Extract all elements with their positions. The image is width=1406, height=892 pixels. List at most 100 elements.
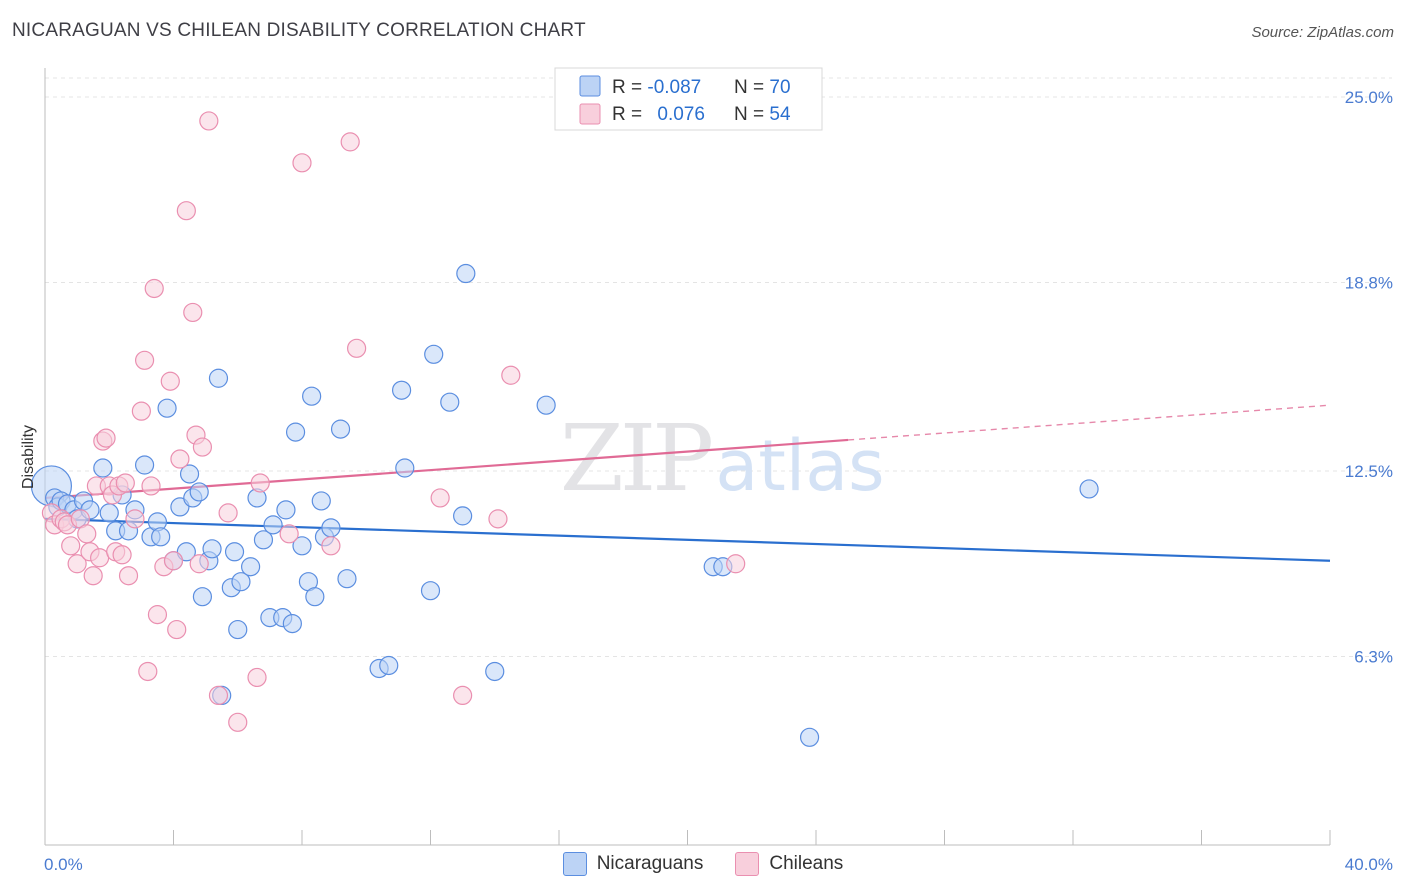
nicaraguan-point [179, 464, 200, 484]
chilean-point [292, 153, 312, 173]
nicaraguan-point [189, 482, 209, 502]
chilean-point [501, 365, 521, 385]
chilean-point [67, 554, 87, 574]
nicaraguan-point [391, 380, 412, 400]
nicaraguan-point [1079, 479, 1099, 499]
nicaraguan-point [485, 661, 505, 682]
source-label: Source: ZipAtlas.com [1251, 24, 1394, 41]
nicaraguan-point [453, 506, 473, 526]
nicaraguan-point [231, 572, 251, 592]
legend-item-nicaraguans: Nicaraguans [562, 852, 704, 876]
bottom-legend: Nicaraguans Chileans [0, 852, 1406, 876]
chilean-point [170, 449, 190, 469]
svg-text:N = 70: N = 70 [734, 77, 791, 98]
y-tick-label: 12.5% [1345, 462, 1393, 481]
nicaraguan-point [420, 581, 441, 601]
chilean-point [96, 428, 116, 448]
nicaraguan-point [276, 500, 296, 520]
legend-r-label-2: R = [612, 104, 647, 125]
chilean-point [192, 437, 213, 457]
nicaraguan-point [99, 503, 119, 523]
nicaraguan-point [202, 539, 222, 559]
nicaraguan-point [263, 515, 283, 535]
nicaraguan-point [93, 458, 113, 478]
nicaraguan-point [395, 458, 415, 478]
nicaraguan-point [799, 727, 820, 747]
chilean-point [144, 278, 164, 299]
chilean-point [228, 712, 248, 732]
legend-swatch-pink [735, 852, 760, 876]
chilean-point [138, 661, 158, 682]
chilean-point [83, 566, 103, 586]
chilean-point [160, 371, 180, 391]
trend-line-dashed-1 [848, 404, 1331, 441]
legend-label-chileans: Chileans [769, 853, 844, 874]
nicaraguan-point [321, 518, 341, 538]
legend-r-label-1: R = [612, 77, 647, 98]
chilean-point [321, 536, 341, 556]
y-axis-label: Disability [20, 425, 37, 489]
legend-n-label-2: N = [734, 104, 769, 125]
trend-line-solid-1 [44, 438, 849, 500]
chilean-point [90, 548, 110, 568]
nicaraguan-point [440, 392, 460, 412]
legend-box: R = -0.087 N = 70 R = 0.076 N = 54 [554, 67, 823, 131]
nicaraguan-point [379, 655, 399, 676]
chilean-point [134, 350, 155, 370]
chilean-point [167, 619, 187, 640]
legend-label-nicaraguans: Nicaraguans [596, 853, 704, 874]
chilean-point [218, 503, 238, 523]
nicaraguan-point [424, 344, 444, 364]
chilean-point [347, 338, 367, 358]
chilean-point [340, 132, 360, 152]
chilean-point [115, 473, 135, 493]
chilean-point [189, 554, 209, 574]
axis-ticks: 6.3% 12.5% 18.8% 25.0% 0.0% 40.0% [44, 88, 1393, 874]
chilean-point [112, 545, 132, 565]
chilean-point [488, 509, 508, 529]
chilean-point [176, 201, 196, 221]
chilean-point [141, 476, 161, 496]
nicaraguan-point [157, 398, 177, 418]
chilean-point [163, 551, 184, 571]
trend-line-0 [44, 517, 1331, 562]
chilean-point [726, 554, 746, 574]
nicaraguan-point [208, 368, 229, 388]
chilean-point [208, 685, 229, 706]
nicaraguan-point [311, 491, 331, 511]
legend-n-label-1: N = [734, 77, 769, 98]
nicaraguan-point [282, 613, 302, 634]
legend-n-value-2: 54 [769, 104, 791, 125]
axes [44, 68, 1331, 846]
chilean-point [77, 524, 97, 544]
chart-title: NICARAGUAN VS CHILEAN DISABILITY CORRELA… [12, 20, 586, 41]
data-points [30, 111, 1099, 747]
svg-text:N = 54: N = 54 [734, 104, 791, 125]
x-tick-label-max: 40.0% [1345, 855, 1393, 874]
chilean-point [199, 111, 219, 131]
chilean-point [183, 302, 203, 323]
nicaraguan-point [302, 386, 322, 406]
legend-swatch-nicaraguans [579, 75, 601, 97]
chilean-point [118, 566, 139, 586]
nicaraguan-point [192, 587, 213, 607]
nicaraguan-point [285, 422, 306, 442]
nicaraguan-point [151, 527, 171, 547]
chilean-point [279, 524, 299, 544]
legend-r-value-1: -0.087 [647, 77, 701, 98]
nicaraguan-point [241, 557, 261, 577]
chilean-point [430, 488, 450, 508]
chilean-point [125, 509, 145, 529]
chilean-point [131, 401, 151, 421]
x-tick-label-min: 0.0% [44, 855, 83, 874]
chilean-point [147, 605, 168, 625]
legend-r-value-2: 0.076 [657, 104, 705, 125]
nicaraguan-point [330, 419, 351, 439]
chilean-point [61, 536, 81, 556]
nicaraguan-point [224, 542, 245, 562]
watermark-atlas: atlas [715, 425, 884, 507]
watermark: ZIP atlas [560, 405, 885, 512]
legend-item-chileans: Chileans [735, 852, 843, 876]
y-tick-label: 6.3% [1354, 648, 1393, 667]
